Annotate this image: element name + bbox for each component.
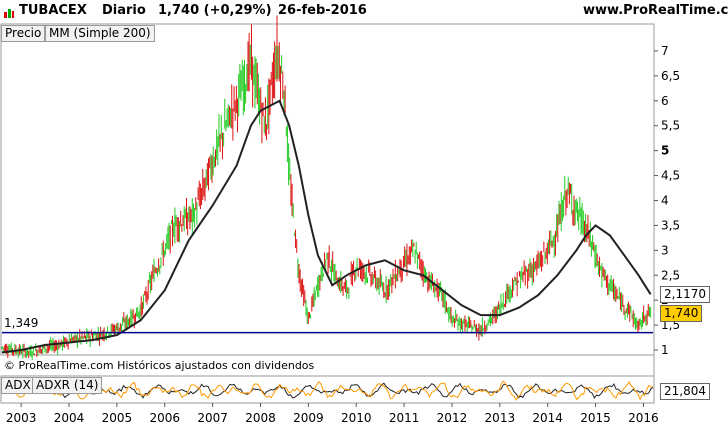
price-axis: 11,522,533,544,555,566,57 xyxy=(654,44,680,357)
ma-value-box: 2,1170 xyxy=(660,286,710,304)
app-logo-icon xyxy=(3,5,15,18)
indicator-value-box: 21,804 xyxy=(660,383,710,400)
site-label: www.ProRealTime.com xyxy=(583,3,728,18)
symbol-title: TUBACEX xyxy=(19,3,87,18)
price-tick-label: 2,5 xyxy=(661,268,680,282)
period-label: Diario xyxy=(102,3,146,18)
year-label: 2007 xyxy=(197,411,228,425)
year-label: 2010 xyxy=(341,411,372,425)
price-tick-label: 5 xyxy=(661,144,669,158)
support-level-label: 1,349 xyxy=(4,315,39,330)
year-label: 2012 xyxy=(437,411,468,425)
year-label: 2013 xyxy=(485,411,516,425)
moving-average-line xyxy=(1,99,652,354)
price-tick-label: 6 xyxy=(661,94,669,108)
year-label: 2006 xyxy=(149,411,180,425)
price-tick-label: 4 xyxy=(661,193,669,207)
adx-line xyxy=(1,380,654,401)
year-label: 2011 xyxy=(389,411,420,425)
price-tick-label: 5,5 xyxy=(661,119,680,133)
date-label: 26-feb-2016 xyxy=(278,3,367,18)
candles-series xyxy=(1,15,652,360)
adx-series xyxy=(1,380,654,401)
copyright-text: © ProRealTime.com Históricos ajustados c… xyxy=(4,359,315,372)
tab-moving-average[interactable]: MM (Simple 200) xyxy=(45,25,155,42)
year-label: 2005 xyxy=(102,411,133,425)
year-label: 2003 xyxy=(6,411,37,425)
time-axis: 2003 2004 2005 2006 2007 2008 2009 2010 2011 2012… xyxy=(6,403,659,425)
price-tick-label: 3 xyxy=(661,243,669,257)
price-tick-label: 1 xyxy=(661,343,669,357)
year-label: 2014 xyxy=(532,411,563,425)
tab-adxr[interactable]: ADXR (14) xyxy=(32,377,103,394)
tab-adx[interactable]: ADX xyxy=(1,377,35,394)
quote-label: 1,740 (+0,29%) xyxy=(158,3,272,18)
adxr-line xyxy=(1,382,654,399)
tab-price[interactable]: Precio xyxy=(1,25,46,42)
price-tick-label: 7 xyxy=(661,44,669,58)
last-price-box: 1,740 xyxy=(660,305,703,323)
year-label: 2015 xyxy=(580,411,611,425)
year-label: 2008 xyxy=(245,411,276,425)
price-tick-label: 4,5 xyxy=(661,169,680,183)
price-tick-label: 3,5 xyxy=(661,218,680,232)
year-label: 2004 xyxy=(54,411,85,425)
year-label: 2016 xyxy=(628,411,659,425)
year-label: 2009 xyxy=(293,411,324,425)
price-tick-label: 6,5 xyxy=(661,69,680,83)
price-panel-frame xyxy=(0,23,655,356)
